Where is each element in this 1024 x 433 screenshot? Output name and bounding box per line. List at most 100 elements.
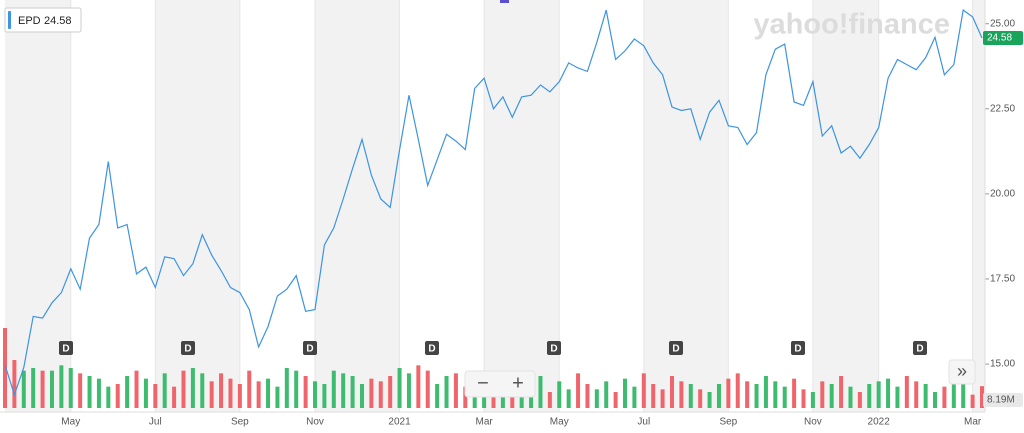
volume-bar: [895, 386, 900, 408]
volume-bar: [331, 370, 336, 408]
volume-bar: [820, 381, 825, 408]
volume-bar: [172, 386, 177, 408]
volume-bar: [942, 386, 947, 408]
volume-bar: [378, 381, 383, 408]
volume-bar: [96, 378, 101, 408]
dividend-badge: [913, 341, 927, 355]
volume-bar: [745, 381, 750, 408]
scroll-right[interactable]: »: [957, 361, 967, 381]
month-stripe: [643, 0, 729, 412]
dividend-marker: D: [303, 341, 317, 355]
month-stripe: [315, 0, 400, 412]
dividend-marker: D: [791, 341, 805, 355]
dividend-marker: D: [547, 341, 561, 355]
volume-bar: [679, 381, 684, 408]
volume-bar: [228, 378, 233, 408]
dividend-label: D: [306, 344, 313, 355]
volume-bar: [275, 386, 280, 408]
x-tick-label: May: [61, 417, 80, 428]
volume-bar: [482, 392, 487, 408]
dividend-badge: [669, 341, 683, 355]
volume-bar: [716, 384, 721, 408]
volume-bar: [284, 368, 289, 408]
volume-bar: [153, 384, 158, 408]
month-stripe: [812, 0, 879, 412]
volume-bar: [463, 386, 468, 408]
volume-bar: [12, 360, 17, 408]
volume-bar: [134, 370, 139, 408]
dividend-badge: [303, 341, 317, 355]
legend-swatch: [8, 11, 11, 29]
dividend-marker: D: [181, 341, 195, 355]
volume-bar: [31, 368, 36, 408]
volume-bar: [341, 373, 346, 408]
volume-bar: [641, 373, 646, 408]
volume-bar: [350, 376, 355, 408]
dividend-marker: D: [669, 341, 683, 355]
volume-bar: [237, 384, 242, 408]
volume-bar: [87, 376, 92, 408]
zoom-in[interactable]: +: [512, 372, 524, 394]
volume-bar: [21, 370, 26, 408]
volume-bar: [313, 381, 318, 408]
volume-bar: [810, 392, 815, 408]
volume-bar: [867, 384, 872, 408]
y-tick-label: 20.00: [990, 189, 1015, 200]
y-tick-label: 15.00: [990, 359, 1015, 370]
volume-bar: [500, 389, 505, 408]
volume-bar: [322, 384, 327, 408]
volume-bar: [68, 368, 73, 408]
purple-marker: [500, 0, 509, 3]
volume-bar: [3, 328, 7, 408]
volume-bar: [435, 384, 440, 408]
volume-bar: [933, 392, 938, 408]
volume-bar: [266, 378, 271, 408]
volume-bar: [369, 378, 374, 408]
volume-bar: [444, 376, 449, 408]
volume-bar: [247, 370, 252, 408]
dividend-label: D: [916, 344, 923, 355]
dividend-marker: D: [425, 341, 439, 355]
volume-bar: [162, 373, 167, 408]
dividend-badge: [425, 341, 439, 355]
volume-bar: [857, 392, 862, 408]
dividend-badge: [547, 341, 561, 355]
x-tick-label: Nov: [804, 417, 822, 428]
volume-bar: [735, 373, 740, 408]
dividend-badge: [181, 341, 195, 355]
volume-bar: [904, 376, 909, 408]
price-tag: [983, 31, 1023, 46]
month-stripe: [972, 0, 985, 412]
volume-bar: [876, 381, 881, 408]
volume-bar: [848, 386, 853, 408]
dividend-label: D: [794, 344, 801, 355]
volume-bar: [961, 381, 966, 408]
volume-bar: [294, 370, 299, 408]
volume-tag-label: 8.19M: [987, 395, 1015, 406]
y-tick-label: 17.50: [990, 274, 1015, 285]
volume-bar: [923, 384, 928, 408]
volume-bar: [106, 386, 111, 408]
y-tick-label: 22.50: [990, 103, 1015, 114]
logo: yahoo!finance: [753, 9, 950, 41]
volume-bar: [397, 368, 402, 408]
volume-bar: [773, 381, 778, 408]
volume-bar: [78, 373, 83, 408]
volume-bar: [125, 376, 130, 408]
zoom-out[interactable]: −: [477, 372, 489, 394]
volume-tag: [983, 393, 1023, 407]
legend: EPD 24.58: [4, 7, 82, 33]
volume-bar: [594, 389, 599, 408]
volume-bar: [510, 394, 515, 408]
volume-bar: [951, 376, 956, 408]
volume-bar: [914, 381, 919, 408]
dividend-badge: [59, 341, 73, 355]
volume-bar: [49, 370, 54, 408]
volume-bar: [839, 376, 844, 408]
x-tick-label: 2021: [388, 417, 411, 428]
volume-bar: [256, 381, 261, 408]
volume-bar: [181, 370, 186, 408]
volume-bar: [453, 373, 458, 408]
volume-bar: [388, 376, 393, 408]
